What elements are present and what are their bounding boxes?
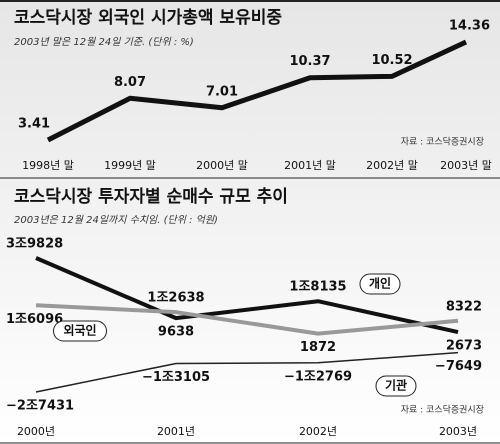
value-label: 8.07 — [114, 75, 146, 90]
chart-title: 코스닥시장 외국인 시가총액 보유비중 — [14, 8, 282, 28]
x-tick-label: 2000년 말 — [196, 159, 248, 172]
value-label: 1872 — [300, 340, 336, 355]
value-label: 1조6096 — [6, 312, 63, 327]
legend-label: 기관 — [385, 378, 407, 393]
x-tick-label: 2001년 — [157, 425, 195, 438]
x-tick-label: 2002년 말 — [366, 159, 418, 172]
x-tick-label: 2000년 — [17, 425, 55, 438]
value-label: 9638 — [158, 325, 194, 340]
x-tick-label: 2003년 말 — [440, 159, 492, 172]
value-label: 1조2638 — [147, 291, 204, 306]
legend-box — [359, 273, 401, 295]
value-label: 8322 — [446, 299, 482, 314]
data-line — [35, 303, 459, 336]
data-line — [35, 256, 459, 334]
value-label: 1조8135 — [289, 280, 346, 295]
source: 자료 : 코스닥증권시장 — [401, 136, 484, 148]
legend-label: 개인 — [369, 276, 391, 291]
x-tick-label: 1998년 말 — [22, 159, 74, 172]
x-tick-label: 2001년 말 — [284, 159, 336, 172]
chart-title: 코스닥시장 투자자별 순매수 규모 추이 — [14, 187, 288, 207]
legend-box — [375, 375, 417, 397]
value-label: −2조7431 — [6, 399, 74, 414]
legend-label: 외국인 — [63, 323, 96, 338]
value-label: −1조3105 — [142, 370, 210, 385]
data-line — [46, 39, 468, 143]
value-label: 10.37 — [289, 54, 330, 69]
value-label: 14.36 — [449, 19, 490, 34]
chart-subtitle: 2003년은 12월 24일까지 수치임. (단위 : 억원) — [14, 214, 218, 226]
data-line — [35, 351, 459, 393]
x-tick-label: 2002년 — [299, 425, 337, 438]
value-label: −7649 — [435, 359, 482, 374]
value-label: −1조2769 — [284, 369, 352, 384]
value-label: 10.52 — [371, 53, 412, 68]
value-label: 3조9828 — [6, 237, 63, 252]
source: 자료 : 코스닥증권시장 — [401, 404, 484, 416]
x-tick-label: 2003년 — [439, 425, 477, 438]
legend-box — [53, 320, 107, 342]
value-label: 7.01 — [206, 84, 238, 99]
value-label: 3.41 — [18, 117, 50, 132]
chart-subtitle: 2003년 말은 12월 24일 기준. (단위 : %) — [14, 36, 194, 48]
value-label: 2673 — [446, 339, 482, 354]
x-tick-label: 1999년 말 — [104, 159, 156, 172]
